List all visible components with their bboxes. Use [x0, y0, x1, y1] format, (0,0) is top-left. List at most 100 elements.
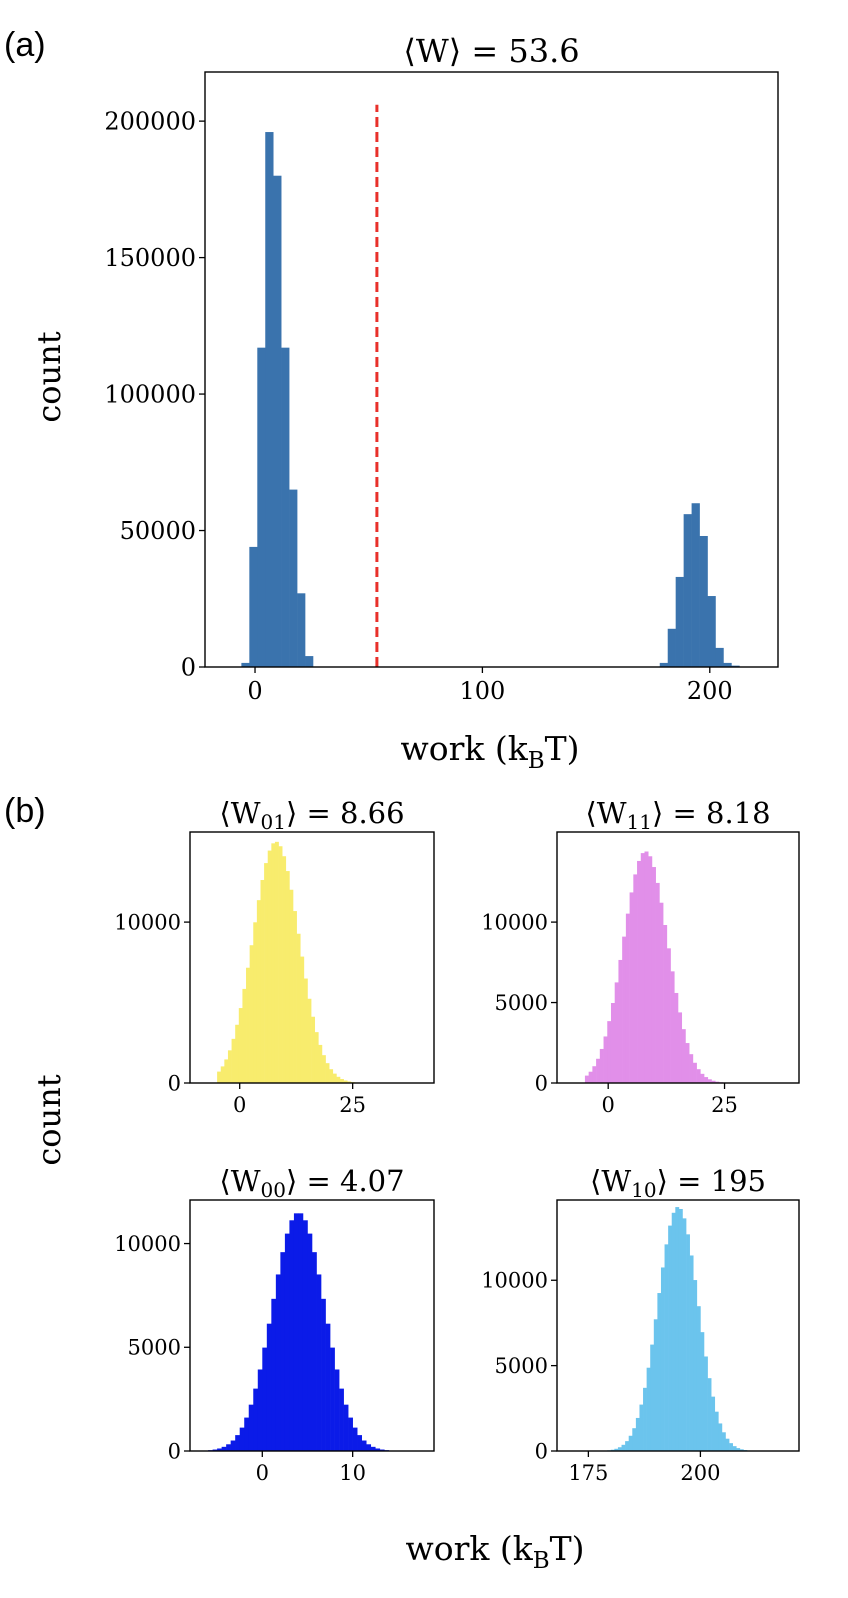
- histogram-bar: [644, 851, 649, 1083]
- y-tick-label: 10000: [114, 1232, 181, 1256]
- xlabel-a-suffix: T): [545, 729, 580, 768]
- histogram-bar: [678, 1012, 683, 1083]
- histogram-bar: [628, 1435, 633, 1451]
- histogram-bar: [260, 879, 265, 1083]
- y-tick-label: 10000: [481, 1269, 548, 1293]
- panel-b-label: (b): [4, 792, 46, 830]
- histogram-bar: [667, 628, 676, 667]
- histogram-bar: [307, 1233, 313, 1451]
- histogram-bar: [246, 967, 250, 1083]
- ylabel-a: count: [30, 331, 68, 422]
- xlabel-a: work (kBT): [400, 729, 579, 774]
- histogram-bar: [316, 1274, 322, 1451]
- histogram-bar: [675, 576, 684, 667]
- histogram-bar: [244, 1417, 250, 1451]
- histogram-bar: [303, 978, 308, 1083]
- histogram-bar: [686, 1234, 690, 1451]
- histogram-bar: [321, 1298, 326, 1451]
- chart-title: ⟨W⟩ = 53.6: [403, 32, 579, 70]
- y-tick-label: 10000: [481, 910, 548, 934]
- histogram-bar: [693, 1280, 698, 1451]
- histogram-bar: [248, 1404, 254, 1451]
- histogram-bar: [253, 922, 258, 1083]
- histogram-bar: [621, 1444, 626, 1451]
- histogram-bar: [289, 489, 298, 667]
- histogram-bar: [696, 1069, 701, 1083]
- histogram-bar: [703, 1356, 708, 1451]
- histogram-bar: [370, 1446, 376, 1451]
- histogram-bar: [314, 1032, 319, 1083]
- xlabel-b: work (kBT): [405, 1529, 584, 1574]
- histogram-bar: [212, 1449, 218, 1451]
- histogram-bar: [300, 956, 305, 1083]
- chart-b1: 0 25 0 10000 ⟨W01⟩ = 8.66: [114, 796, 435, 1117]
- histogram-bar: [714, 1411, 719, 1451]
- y-tick-label: 5000: [495, 991, 548, 1015]
- y-tick-label: 5000: [128, 1336, 181, 1360]
- chart-a: 0 100 200 0 50000 100000 150000 200000 ⟨W⟩ = 53.…: [104, 32, 779, 705]
- histogram-bar: [596, 1058, 601, 1083]
- chart-title: ⟨W10⟩ = 195: [590, 1164, 766, 1202]
- histogram-bar: [685, 1043, 690, 1083]
- ylabel-b: count: [30, 1074, 68, 1165]
- histogram-bar: [307, 998, 312, 1083]
- histogram-bar: [249, 546, 258, 667]
- histogram-bar: [607, 1021, 612, 1083]
- histogram-bar: [681, 1029, 686, 1083]
- histogram-bar: [592, 1066, 597, 1083]
- histogram-bar: [653, 1319, 658, 1451]
- histogram-bar: [732, 1446, 737, 1451]
- histogram-bar: [340, 1078, 344, 1083]
- histogram-bar: [610, 1002, 616, 1083]
- histogram-bar: [271, 843, 276, 1083]
- histogram-bar: [305, 656, 314, 667]
- y-tick-label: 0: [181, 653, 196, 681]
- histogram-bar: [599, 1048, 604, 1083]
- histogram-bar: [224, 1059, 229, 1083]
- histogram-bar: [700, 1332, 705, 1451]
- histogram-bar: [221, 1446, 227, 1451]
- histogram-bar: [267, 850, 272, 1083]
- histogram-bar: [664, 1244, 669, 1451]
- histogram-bar: [696, 1306, 701, 1451]
- plot-frame: [556, 1199, 800, 1452]
- histogram-bar: [660, 1267, 665, 1451]
- histogram-bar: [614, 982, 619, 1083]
- x-tick-label: 175: [568, 1461, 608, 1485]
- histogram-bar: [704, 1077, 709, 1083]
- histogram-bar: [280, 1252, 286, 1451]
- histogram-bar: [264, 863, 269, 1083]
- x-tick-label: 200: [680, 1461, 720, 1485]
- histogram-bar: [217, 1071, 222, 1083]
- chart-b4: 175 200 0 5000 10000 ⟨W10⟩ = 195: [481, 1164, 800, 1485]
- histogram-bar: [318, 1044, 323, 1083]
- histogram-bar: [659, 902, 664, 1083]
- histogram-bar: [347, 1081, 352, 1083]
- histogram-bar: [231, 1038, 236, 1083]
- histogram-bar: [625, 1441, 630, 1451]
- y-tick-label: 0: [535, 1439, 548, 1463]
- histogram-bar: [312, 1252, 317, 1451]
- histogram-bar: [227, 1050, 232, 1083]
- histogram-bar: [715, 647, 724, 667]
- histogram-bar: [648, 856, 653, 1083]
- histogram-bar: [289, 889, 294, 1083]
- bars-b3: [194, 1213, 421, 1451]
- histogram-bar: [298, 1213, 304, 1451]
- histogram-bar: [689, 1054, 694, 1083]
- histogram-bar: [325, 1063, 330, 1083]
- histogram-bar: [683, 514, 692, 667]
- bars-b4: [574, 1207, 791, 1451]
- plot-frame: [556, 831, 800, 1084]
- histogram-bar: [239, 1427, 245, 1451]
- x-tick-label: 100: [459, 677, 505, 705]
- histogram-bar: [646, 1367, 651, 1451]
- histogram-bar: [217, 1448, 222, 1451]
- histogram-bar: [729, 1443, 733, 1451]
- histogram-bar: [352, 1427, 358, 1451]
- histogram-bar: [625, 913, 630, 1083]
- histogram-bar: [671, 1212, 676, 1451]
- histogram-bar: [336, 1076, 341, 1083]
